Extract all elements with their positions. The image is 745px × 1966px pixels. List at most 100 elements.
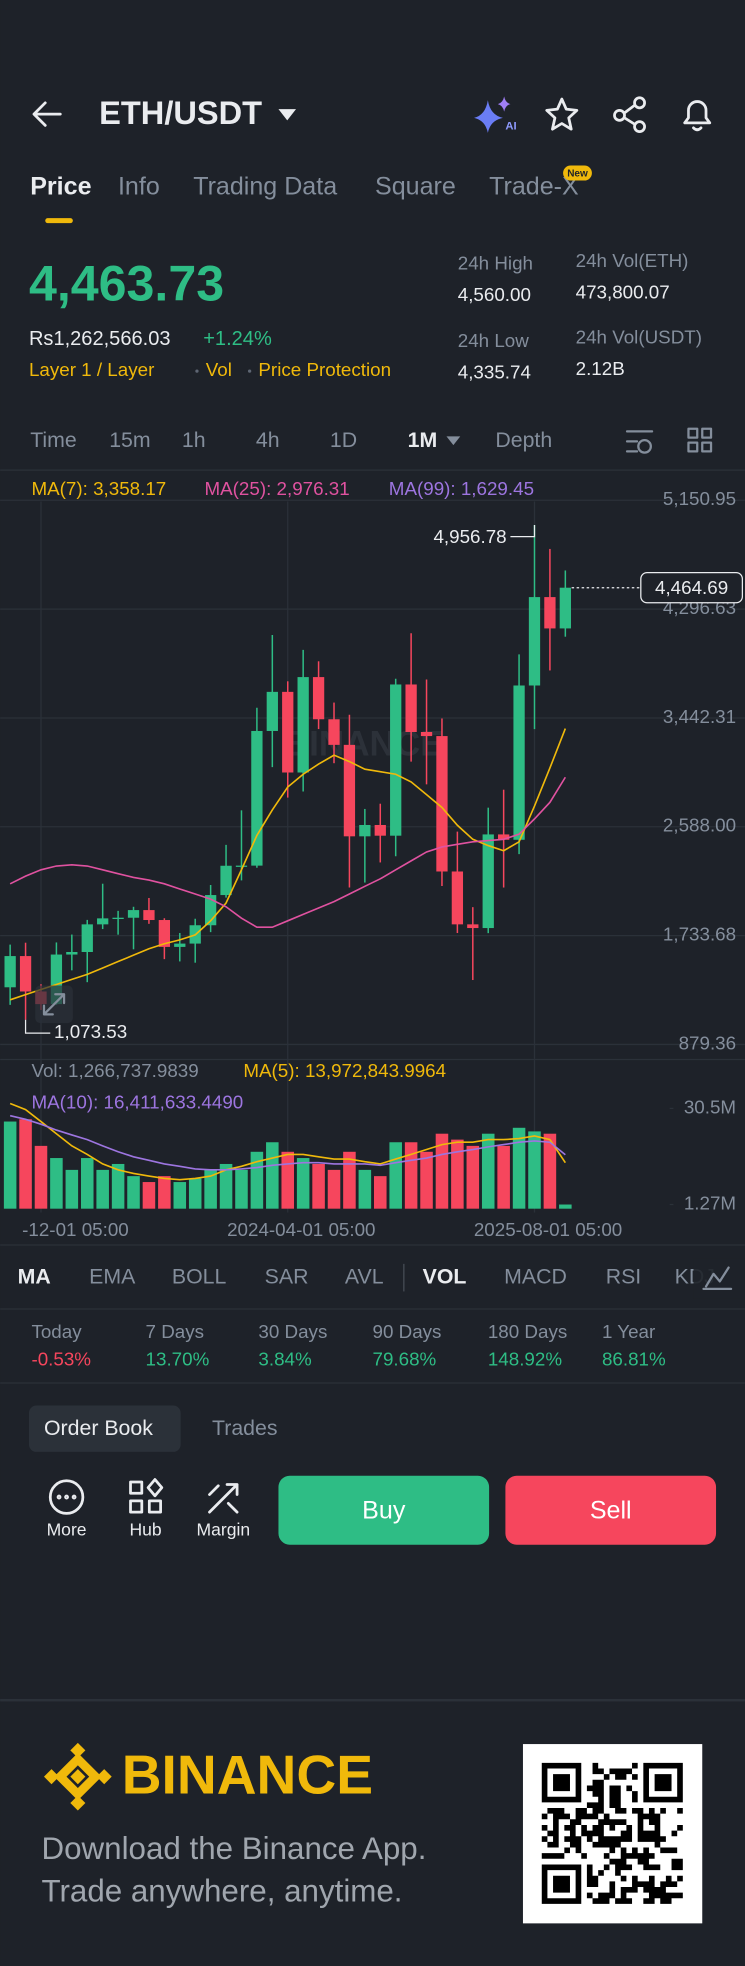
candle-body — [451, 871, 464, 925]
tab[interactable]: Trading Data — [193, 173, 337, 201]
tab[interactable]: Trade-X — [489, 173, 579, 201]
indicator-tab[interactable]: AVL — [345, 1264, 384, 1288]
svg-text:AI: AI — [505, 121, 516, 133]
candle-body — [544, 597, 556, 629]
candle-body — [143, 910, 155, 921]
book-tab[interactable]: Trades — [212, 1416, 277, 1440]
tab-pill — [28, 1405, 181, 1452]
tag[interactable]: Price Protection — [258, 359, 391, 380]
interval[interactable]: Depth — [495, 428, 552, 452]
period-label: 1 Year — [602, 1321, 655, 1342]
candle-body — [158, 920, 171, 947]
interval[interactable]: 1h — [182, 428, 206, 452]
tag[interactable]: Layer 1 / Layer — [29, 359, 154, 380]
volume-bar — [266, 1142, 279, 1209]
book-tabs: Order Book Trades — [44, 1416, 278, 1440]
tab[interactable]: Info — [118, 173, 160, 201]
volume-bar — [235, 1169, 248, 1209]
stat-value: 473,800.07 — [576, 281, 670, 302]
action-bar: More Hub Margin Buy Sell — [47, 1475, 717, 1545]
interval[interactable]: Time — [30, 428, 77, 452]
indicator-tab[interactable]: BOLL — [172, 1264, 227, 1288]
interval-bar: Time 15m 1h 4h 1D 1M Depth — [30, 428, 552, 452]
interval[interactable]: 15m — [109, 428, 150, 452]
hub-icon[interactable] — [129, 1478, 164, 1514]
volume-bar — [296, 1158, 310, 1209]
buy-button[interactable] — [278, 1475, 490, 1545]
price-change: +1.24% — [203, 328, 272, 350]
pair-title[interactable]: ETH/USDT — [99, 94, 262, 131]
chart-settings-icon[interactable] — [625, 430, 654, 454]
expand-icon[interactable] — [35, 985, 73, 1024]
candle-body — [81, 924, 93, 952]
period-label: 7 Days — [146, 1321, 205, 1342]
y-tick-label: 879.36 — [679, 1032, 737, 1053]
indicator-settings-icon[interactable] — [702, 1266, 733, 1291]
stat-label: 24h Low — [458, 330, 529, 351]
brand: BINANCE — [122, 1744, 373, 1806]
candle-body — [19, 956, 32, 992]
indicator-tab[interactable]: SAR — [265, 1264, 309, 1288]
volume-bar — [19, 1119, 32, 1209]
volume-bar — [528, 1131, 541, 1209]
period-change: -0.53% — [31, 1348, 91, 1369]
sell-button[interactable] — [505, 1475, 717, 1545]
period-change: 13.70% — [146, 1348, 210, 1369]
indicator-tab[interactable]: MA — [18, 1264, 51, 1288]
alert-icon[interactable] — [683, 100, 712, 132]
volume-bar — [389, 1142, 402, 1209]
interval[interactable]: 1M — [408, 428, 438, 452]
tag[interactable]: Vol — [206, 359, 232, 380]
indicator-tab[interactable]: RSI — [606, 1264, 642, 1288]
volume-bar — [451, 1139, 464, 1209]
footer-divider — [0, 1698, 745, 1702]
binance-logo — [43, 1742, 112, 1811]
interval-caret[interactable] — [446, 436, 461, 446]
period-change: 148.92% — [488, 1348, 562, 1369]
volume-bar — [543, 1133, 557, 1209]
share-icon[interactable] — [613, 96, 646, 134]
volume-bar — [327, 1169, 341, 1209]
candle-body — [220, 865, 232, 896]
price-summary: 4,463.73 Rs1,262,566.03 +1.24% Layer 1 / La… — [29, 250, 702, 383]
book-tab[interactable]: Order Book — [44, 1416, 153, 1440]
margin-icon[interactable] — [208, 1483, 239, 1514]
indicator-tab[interactable]: EMA — [89, 1264, 136, 1288]
indicator-tab[interactable]: MACD — [504, 1264, 567, 1288]
buy-label[interactable]: Buy — [362, 1497, 406, 1525]
y-tick-label: 30.5M — [684, 1096, 736, 1117]
action-label[interactable]: Margin — [196, 1520, 250, 1540]
volume-bar — [96, 1169, 109, 1209]
action-label[interactable]: Hub — [129, 1520, 161, 1540]
tab-indicator — [45, 218, 73, 224]
period-change: 79.68% — [373, 1348, 437, 1369]
sell-label[interactable]: Sell — [590, 1497, 632, 1525]
period-label: 30 Days — [258, 1321, 327, 1342]
interval[interactable]: 4h — [256, 428, 280, 452]
volume-bar — [204, 1169, 217, 1209]
high-marker-line — [510, 525, 536, 538]
indicator-tab[interactable]: VOL — [423, 1264, 467, 1288]
favorite-icon[interactable] — [545, 97, 579, 131]
period-change: 3.84% — [258, 1348, 312, 1369]
candle-body — [405, 684, 417, 732]
volume-bar — [435, 1133, 449, 1209]
tab[interactable]: Price — [30, 173, 91, 201]
volume-bar — [142, 1182, 156, 1209]
qr-pattern — [541, 1762, 683, 1904]
more-icon[interactable] — [48, 1479, 85, 1515]
interval[interactable]: 1D — [330, 428, 357, 452]
back-button[interactable] — [32, 101, 62, 127]
candle-body — [66, 951, 78, 955]
tag-dot — [247, 369, 252, 373]
footer: BINANCE Download the Binance App. Trade an… — [41, 1744, 426, 1909]
layout-icon[interactable] — [687, 427, 713, 453]
volume-bar — [158, 1176, 171, 1209]
action-label[interactable]: More — [47, 1520, 87, 1540]
tab[interactable]: Square — [375, 173, 456, 201]
ma-line — [9, 776, 567, 929]
pair-caret[interactable] — [278, 109, 297, 121]
ai-icon[interactable]: AI — [474, 96, 517, 133]
legend-entry: MA(10): 16,411,633.4490 — [31, 1091, 243, 1112]
volume-bar — [34, 1145, 48, 1209]
